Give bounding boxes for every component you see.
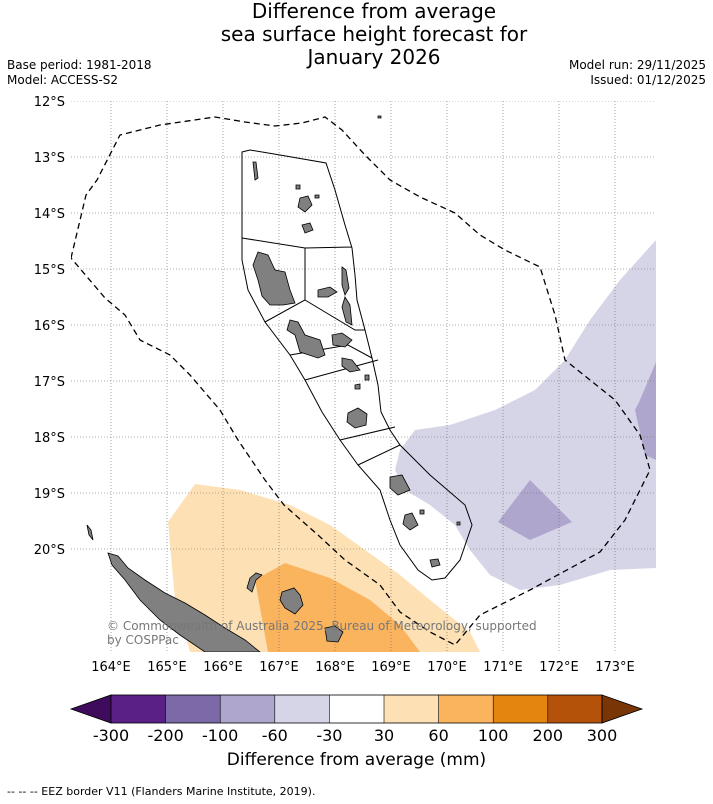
colorbar-label: 30 [374,726,394,745]
colorbar-frame [110,694,603,724]
colorbar-swatch [438,695,494,723]
meta-right: Model run: 29/11/2025 Issued: 01/12/2025 [569,58,706,88]
anomaly-plus-30-region [168,484,480,652]
lat-label: 17°S [34,375,65,390]
island-maewo [341,266,350,297]
island-malekula [286,319,326,359]
island-vanua-lava [297,195,313,213]
colorbar-swatch [220,695,275,723]
island-lifou [279,587,304,615]
colorbar-swatch [165,695,221,723]
colorbar-label: 100 [478,726,509,745]
issued-date: Issued: 01/12/2025 [590,73,706,87]
island-small-7 [377,115,382,119]
vanuatu-islands [252,115,461,568]
island-pentecost [341,296,353,326]
lat-label: 15°S [34,263,65,278]
island-small-5 [419,509,425,515]
lon-label: 171°E [483,660,523,675]
lon-label: 168°E [315,660,355,675]
eez-footnote: -- -- -- EEZ border V11 (Flanders Marine… [7,785,316,798]
title-line-1: Difference from average [251,0,497,23]
colorbar-label: -200 [147,726,183,745]
colorbar-swatch [493,695,548,723]
map-credit-line-1: © Commonwealth of Australia 2025, Bureau… [107,619,537,633]
colorbar-high-extension [601,694,644,724]
model-run: Model run: 29/11/2025 [568,58,706,72]
island-belep [86,524,94,541]
colorbar-swatch [329,695,384,723]
island-ouvea [246,572,263,593]
island-efate [346,407,368,429]
colorbar-dividers [165,695,549,723]
province-outline [241,149,473,581]
title-line-3: January 2026 [307,45,441,69]
longitude-labels: 164°E 165°E 166°E 167°E 168°E 169°E 170°… [91,660,635,675]
island-small-4 [364,374,370,381]
lat-label: 20°S [34,543,65,558]
island-ambae [317,286,338,298]
lon-label: 172°E [539,660,579,675]
model-name: Model: ACCESS-S2 [7,73,119,87]
island-gaua [301,222,314,234]
colorbar-label: -300 [93,726,129,745]
island-small-2 [314,194,320,199]
anomaly-minus-30-region [395,240,656,590]
lon-label: 165°E [147,660,187,675]
lat-label: 13°S [34,151,65,166]
colorbar-label: -60 [262,726,288,745]
colorbar-label: 300 [587,726,618,745]
lat-label: 19°S [34,487,65,502]
island-grande-terre [107,552,261,652]
island-mare [324,625,344,643]
island-espiritu-santo [252,251,296,306]
eez-border [71,116,651,646]
colorbar-swatch [274,695,330,723]
anomaly-plus-60-region [255,563,420,652]
anomaly-minus-60-region [498,480,572,540]
colorbar-low-extension [69,694,112,724]
new-caledonia [86,524,344,652]
colorbar-swatch [547,695,602,723]
map-title: Difference from average sea surface heig… [0,0,713,69]
lat-label: 16°S [34,319,65,334]
colorbar-swatch [384,695,439,723]
map-credit-line-2: by COSPPac [107,633,179,647]
island-ambrym [331,332,353,348]
island-small-3 [354,383,361,390]
colorbar-label: 60 [428,726,448,745]
lat-label: 12°S [34,95,65,110]
map-area: © Commonwealth of Australia 2025, Bureau… [71,101,656,652]
title-line-2: sea surface height forecast for [220,22,528,46]
lon-label: 164°E [91,660,131,675]
colorbar-swatch [111,695,166,723]
island-tanna [402,512,419,531]
base-period: Base period: 1981-2018 [7,58,152,72]
colorbar: -300 -200 -100 -60 -30 30 60 100 200 300 [69,694,644,745]
island-small-1 [295,184,301,190]
lon-label: 169°E [371,660,411,675]
lat-label: 18°S [34,431,65,446]
island-torres [252,161,259,181]
lon-label: 170°E [427,660,467,675]
anomaly-minus-60-region-east [635,362,656,460]
latitude-labels: 12°S 13°S 14°S 15°S 16°S 17°S 18°S 19°S … [34,95,65,558]
island-epi [341,357,361,373]
colorbar-label: 200 [533,726,564,745]
colorbar-labels: -300 -200 -100 -60 -30 30 60 100 200 300 [93,726,617,745]
island-aneityum [429,558,441,568]
colorbar-title: Difference from average (mm) [226,750,487,770]
colorbar-label: -100 [202,726,238,745]
colorbar-label: -30 [316,726,342,745]
lon-label: 167°E [259,660,299,675]
lon-label: 173°E [595,660,635,675]
island-erromango [389,474,411,496]
island-small-6 [456,521,461,526]
meta-left: Base period: 1981-2018 Model: ACCESS-S2 [7,58,152,88]
lat-label: 14°S [34,207,65,222]
lon-label: 166°E [203,660,243,675]
